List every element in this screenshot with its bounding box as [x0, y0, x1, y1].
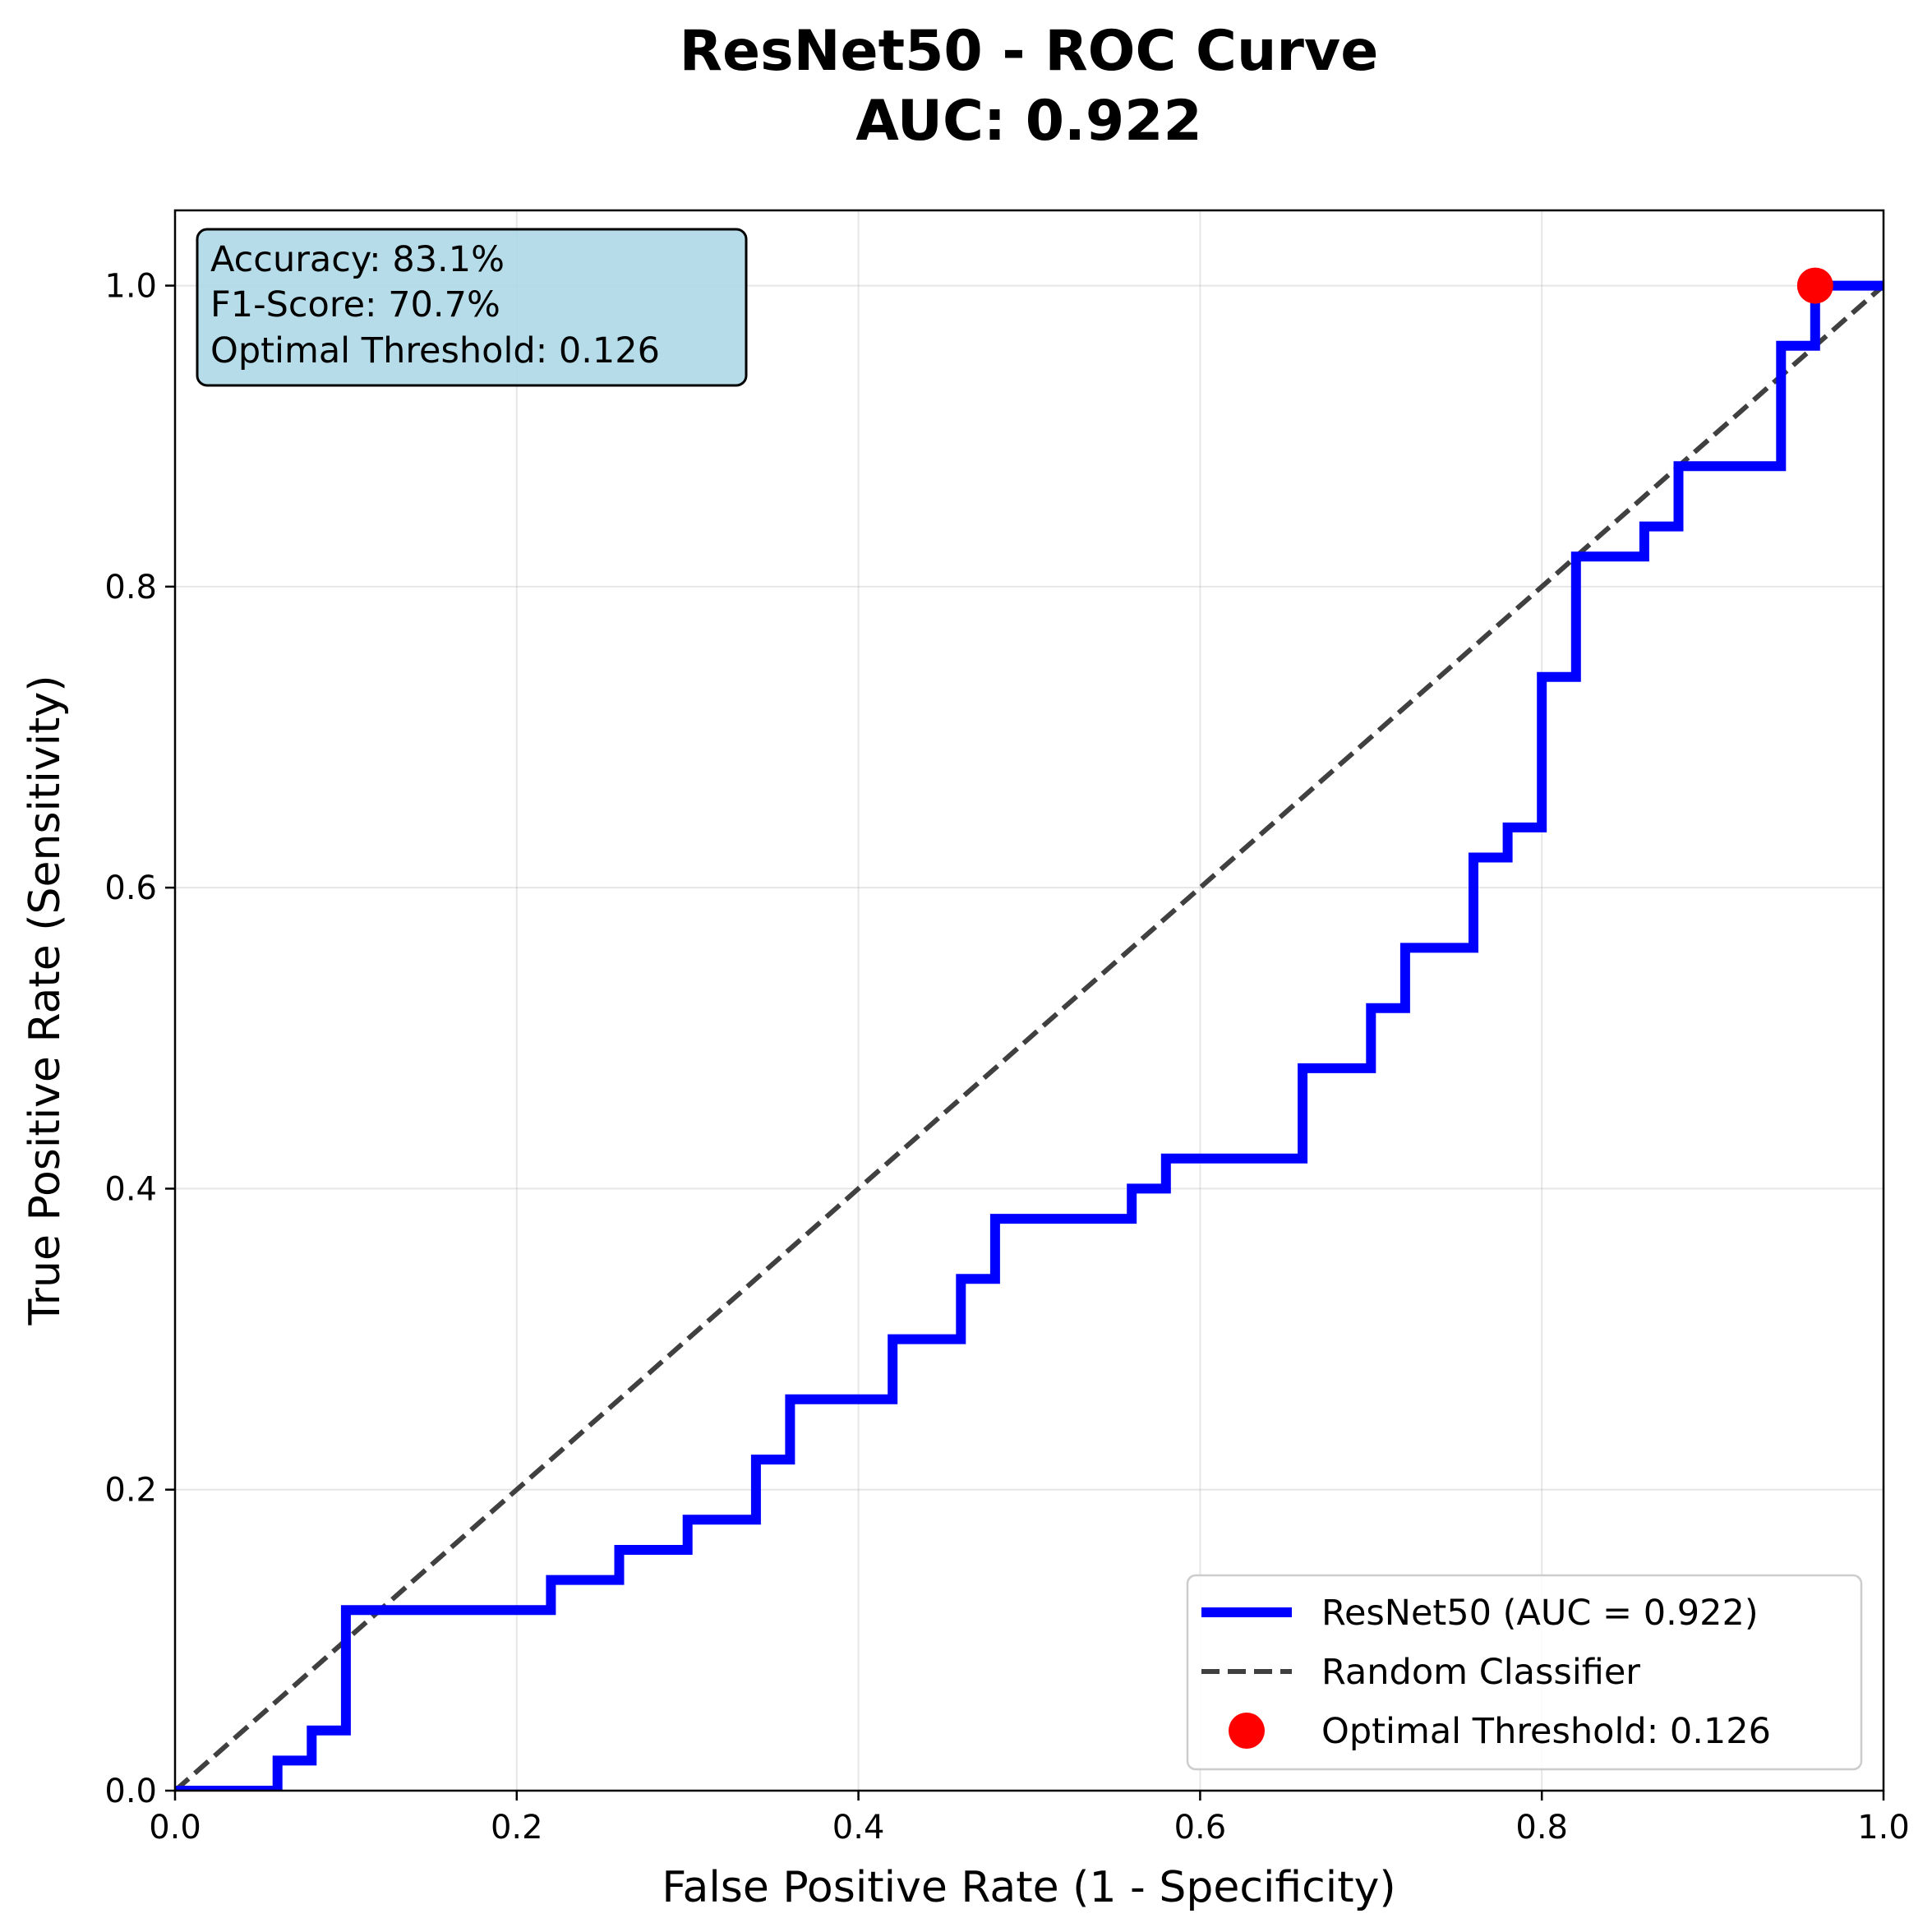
y-tick-label: 0.0: [104, 1773, 157, 1810]
plot-area-frame: [173, 209, 1885, 1792]
info-box-background: [196, 228, 748, 387]
random-classifier-line: [175, 284, 1884, 1791]
x-tick-label: 0.0: [149, 1809, 201, 1847]
axis-ticks: 0.0 0.2 0.4 0.6 0.8 1.0 0.0 0.2 0.4 0.6 0.8 1.0: [104, 268, 1909, 1847]
info-accuracy: Accuracy: 83.1%: [210, 239, 505, 280]
y-tick-label: 0.6: [104, 869, 157, 907]
y-tick-label: 0.4: [104, 1170, 157, 1208]
grid-lines: [174, 210, 1884, 1791]
roc-curve-resnet50: [175, 280, 1884, 1791]
y-axis-label: True Positive Rate (Sensitivity): [21, 675, 70, 1326]
info-optimal-threshold: Optimal Threshold: 0.126: [210, 330, 660, 371]
plot-series: [175, 267, 1884, 1791]
x-tick-label: 0.2: [491, 1809, 543, 1847]
legend-label-optimal-threshold: Optimal Threshold: 0.126: [1321, 1711, 1771, 1752]
legend: ResNet50 (AUC = 0.922) Random Classifier…: [1186, 1574, 1863, 1771]
legend-label-resnet50: ResNet50 (AUC = 0.922): [1321, 1593, 1759, 1634]
optimal-threshold-point: [1796, 267, 1833, 304]
x-tick-label: 0.8: [1515, 1809, 1568, 1847]
legend-swatch-optimal-threshold: [1229, 1713, 1265, 1749]
legend-label-random-classifier: Random Classifier: [1321, 1652, 1640, 1693]
info-box: Accuracy: 83.1% F1-Score: 70.7% Optimal …: [196, 228, 748, 387]
x-tick-label: 0.4: [832, 1809, 885, 1847]
y-tick-label: 0.8: [104, 569, 157, 606]
x-tick-label: 1.0: [1857, 1809, 1910, 1847]
info-f1-score: F1-Score: 70.7%: [210, 284, 500, 325]
x-tick-label: 0.6: [1174, 1809, 1227, 1847]
y-tick-label: 1.0: [104, 268, 157, 306]
x-axis-label: False Positive Rate (1 - Specificity): [662, 1863, 1395, 1912]
y-tick-label: 0.2: [104, 1472, 157, 1510]
chart-title-line2: AUC: 0.922: [855, 89, 1202, 154]
legend-frame: [1186, 1574, 1863, 1771]
chart-title-line1: ResNet50 - ROC Curve: [680, 19, 1379, 84]
